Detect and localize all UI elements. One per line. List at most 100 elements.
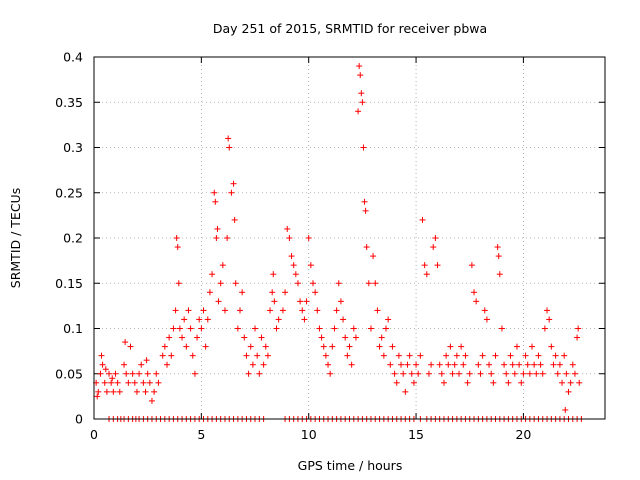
data-point [123, 370, 130, 377]
x-tick-labels: 0 5 10 15 20 [90, 427, 531, 442]
data-point [133, 388, 140, 395]
data-point [430, 244, 437, 251]
data-point [153, 370, 160, 377]
data-point [175, 280, 182, 287]
data-point [181, 316, 188, 323]
data-point [462, 352, 469, 359]
data-point [299, 307, 306, 314]
data-point [271, 298, 278, 305]
data-point [571, 370, 578, 377]
data-point [97, 370, 104, 377]
data-point [522, 352, 529, 359]
data-point [518, 379, 525, 386]
data-point [247, 343, 254, 350]
data-point [194, 334, 201, 341]
data-point [99, 361, 106, 368]
data-point [413, 361, 420, 368]
x-tick-label: 10 [301, 427, 317, 442]
data-point [241, 334, 248, 341]
y-tick-label: 0.4 [63, 50, 83, 65]
data-point [106, 370, 113, 377]
x-tick-label: 20 [515, 427, 531, 442]
y-tick-label: 0.2 [63, 231, 83, 246]
x-tick-label: 0 [90, 427, 98, 442]
data-point [243, 352, 250, 359]
data-point [209, 271, 216, 278]
data-point [440, 379, 447, 386]
data-point [331, 325, 338, 332]
data-point [189, 352, 196, 359]
data-point [303, 298, 310, 305]
data-point [436, 361, 443, 368]
data-point [346, 343, 353, 350]
data-point [109, 375, 116, 382]
data-point [125, 379, 132, 386]
data-point [292, 271, 299, 278]
data-point [415, 370, 422, 377]
data-point [138, 361, 145, 368]
data-point [447, 343, 454, 350]
data-point [327, 370, 334, 377]
data-point [166, 334, 173, 341]
data-point [200, 307, 207, 314]
data-point [98, 352, 105, 359]
data-point [526, 370, 533, 377]
data-point [569, 361, 576, 368]
data-point [380, 352, 387, 359]
data-point [552, 352, 559, 359]
data-point [288, 253, 295, 260]
data-point [443, 352, 450, 359]
data-point [217, 280, 224, 287]
data-point [270, 271, 277, 278]
data-point [314, 307, 321, 314]
data-point [393, 379, 400, 386]
data-point [325, 361, 332, 368]
data-point [406, 352, 413, 359]
data-point [228, 189, 235, 196]
data-point [548, 343, 555, 350]
data-point [342, 334, 349, 341]
data-point [142, 388, 149, 395]
data-point [546, 316, 553, 323]
data-point [531, 361, 538, 368]
data-point [279, 307, 286, 314]
data-point [350, 325, 357, 332]
data-point [432, 235, 439, 241]
data-point [196, 316, 203, 323]
data-point [417, 352, 424, 359]
data-point [355, 108, 362, 115]
data-point [294, 280, 301, 287]
data-point [284, 225, 291, 232]
data-point [408, 370, 415, 377]
data-point [262, 343, 269, 350]
data-point [419, 216, 426, 223]
data-point [509, 361, 516, 368]
data-point [310, 280, 316, 287]
data-point [335, 280, 342, 287]
data-point [365, 280, 372, 287]
data-point [374, 307, 381, 314]
data-point [254, 352, 261, 359]
data-point [483, 316, 490, 323]
data-point [316, 325, 323, 332]
data-point [565, 388, 572, 395]
data-point [360, 144, 367, 151]
data-point [198, 325, 205, 332]
data-point [122, 339, 129, 346]
data-point [185, 307, 192, 314]
data-point [383, 325, 389, 332]
data-point [112, 370, 119, 377]
data-point [348, 361, 355, 368]
data-point [116, 388, 123, 395]
data-point [357, 72, 364, 79]
data-point [95, 388, 102, 395]
data-point [151, 388, 158, 395]
data-point [312, 289, 319, 296]
data-point [164, 361, 170, 368]
data-point [488, 370, 495, 377]
plot-frame [93, 56, 606, 420]
data-point [464, 379, 471, 386]
data-point [176, 325, 183, 332]
data-point [239, 289, 246, 296]
